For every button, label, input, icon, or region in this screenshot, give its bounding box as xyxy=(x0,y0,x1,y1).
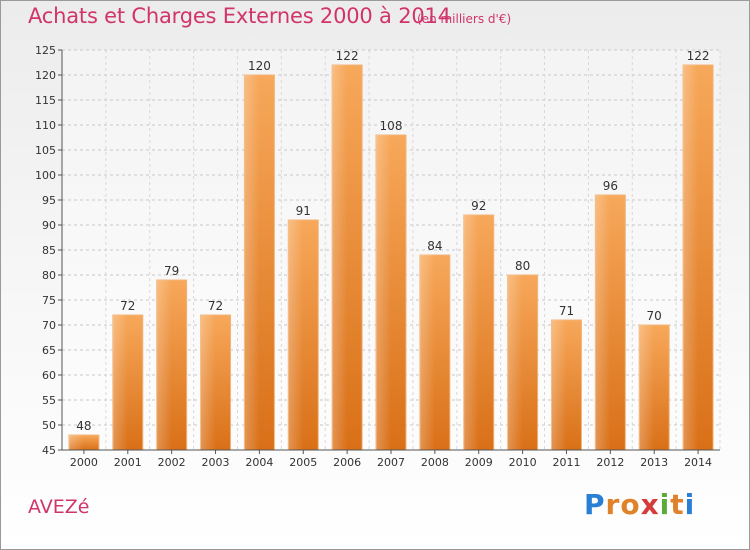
x-tick-label: 2006 xyxy=(333,456,361,469)
x-tick-label: 2003 xyxy=(202,456,230,469)
bar-highlight xyxy=(244,75,260,450)
bar-highlight xyxy=(419,255,435,450)
x-tick-label: 2000 xyxy=(70,456,98,469)
y-tick-label: 85 xyxy=(42,244,56,257)
bar-highlight xyxy=(68,435,84,450)
bar-highlight xyxy=(463,215,479,450)
bar-highlight xyxy=(156,280,172,450)
bar-value-label: 122 xyxy=(336,49,359,63)
y-tick-label: 45 xyxy=(42,444,56,457)
bar-value-label: 96 xyxy=(603,179,618,193)
y-tick-label: 110 xyxy=(35,119,56,132)
y-tick-label: 115 xyxy=(35,94,56,107)
y-tick-label: 100 xyxy=(35,169,56,182)
x-tick-label: 2013 xyxy=(640,456,668,469)
logo-letter: t xyxy=(670,488,685,521)
y-tick-label: 125 xyxy=(35,44,56,57)
bar-highlight xyxy=(376,135,391,450)
bar-value-label: 72 xyxy=(120,299,135,313)
chart-title: Achats et Charges Externes 2000 à 2014 xyxy=(28,4,451,28)
x-tick-label: 2009 xyxy=(465,456,493,469)
x-tick-label: 2005 xyxy=(289,456,317,469)
commune-name: AVEZé xyxy=(28,496,90,518)
y-tick-label: 95 xyxy=(42,194,56,207)
x-tick-label: 2010 xyxy=(509,456,537,469)
logo-letter: P xyxy=(584,488,606,521)
bar-highlight xyxy=(551,320,567,450)
y-tick-label: 90 xyxy=(42,219,56,232)
bar-value-label: 108 xyxy=(380,119,403,133)
x-tick-label: 2008 xyxy=(421,456,449,469)
bar-highlight xyxy=(639,325,655,450)
x-tick-label: 2007 xyxy=(377,456,405,469)
bar-highlight xyxy=(288,220,304,450)
x-tick-label: 2012 xyxy=(596,456,624,469)
bar-value-label: 79 xyxy=(164,264,179,278)
bar-value-label: 91 xyxy=(296,204,311,218)
bar-value-label: 72 xyxy=(208,299,223,313)
y-tick-label: 60 xyxy=(42,369,56,382)
bar-value-label: 122 xyxy=(687,49,710,63)
y-tick-label: 65 xyxy=(42,344,56,357)
logo-letter: i xyxy=(659,488,671,521)
y-tick-label: 75 xyxy=(42,294,56,307)
y-tick-label: 50 xyxy=(42,419,56,432)
chart-subtitle: (en milliers d'€) xyxy=(417,12,512,26)
bar-value-label: 48 xyxy=(76,419,91,433)
bar-highlight xyxy=(595,195,611,450)
logo-letter: x xyxy=(640,488,660,521)
bar-value-label: 120 xyxy=(248,59,271,73)
y-tick-label: 70 xyxy=(42,319,56,332)
y-tick-label: 55 xyxy=(42,394,56,407)
bar-value-label: 80 xyxy=(515,259,530,273)
bar-highlight xyxy=(332,65,348,450)
x-tick-label: 2001 xyxy=(114,456,142,469)
logo-letter: i xyxy=(684,488,696,521)
logo-letter: r xyxy=(605,488,621,521)
bar-highlight xyxy=(112,315,128,450)
bar-value-label: 84 xyxy=(427,239,442,253)
bar-highlight xyxy=(507,275,523,450)
bar-highlight xyxy=(200,315,216,450)
bar-value-label: 70 xyxy=(647,309,662,323)
x-tick-label: 2004 xyxy=(245,456,273,469)
bar-value-label: 71 xyxy=(559,304,574,318)
x-tick-label: 2011 xyxy=(552,456,580,469)
bar-highlight xyxy=(683,65,699,450)
x-tick-label: 2002 xyxy=(158,456,186,469)
y-tick-label: 80 xyxy=(42,269,56,282)
bar-value-label: 92 xyxy=(471,199,486,213)
x-tick-label: 2014 xyxy=(684,456,712,469)
logo-letter: o xyxy=(620,488,641,521)
y-tick-label: 105 xyxy=(35,144,56,157)
proxiti-logo: Proxiti xyxy=(584,488,695,521)
y-tick-label: 120 xyxy=(35,69,56,82)
